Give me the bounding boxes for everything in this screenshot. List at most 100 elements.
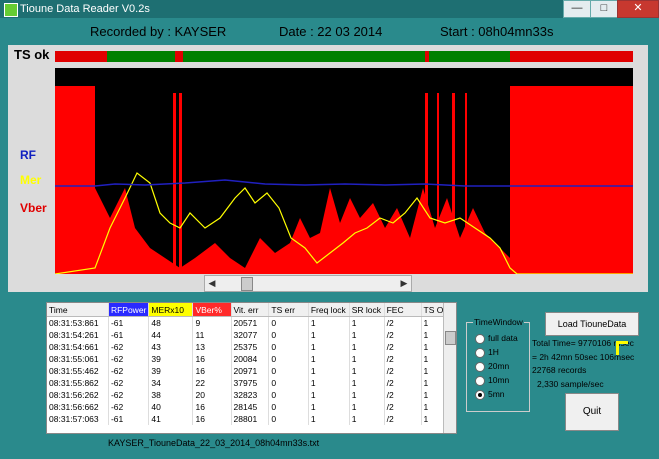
radio-label: 20mn [488,361,510,371]
table-row[interactable]: 08:31:56:262 -62 38 20 32823 0 1 1/2 1 [47,389,456,401]
table-row[interactable]: 08:31:55:061 -62 39 16 20084 0 1 1/2 1 [47,353,456,365]
radio-label: 1H [488,347,499,357]
table-cell: 0 [268,316,309,329]
table-cell: 1 [349,353,385,365]
ts-ok-label: TS ok [14,47,50,62]
table-row[interactable]: 08:31:53:861 -61 48 9 20571 0 1 1/2 1 [47,316,456,329]
time-window-group: TimeWindow full data 1H 20mn 10mn 5mn [466,317,530,412]
close-button[interactable]: ✕ [617,0,659,18]
table-cell: 16 [192,401,232,413]
column-header[interactable]: Vit. err [231,303,270,317]
table-cell: 0 [268,353,309,365]
column-header[interactable]: Time [47,303,109,317]
ts-bad-segment [175,51,183,62]
table-cell: 20 [192,389,232,401]
table-row[interactable]: 08:31:55:862 -62 34 22 37975 0 1 1/2 1 [47,377,456,389]
table-cell: 20971 [231,365,270,377]
column-header[interactable]: SR lock [349,303,385,317]
table-cell: /2 [384,353,422,365]
record-start: Start : 08h04mn33s [440,24,554,39]
radio-1h[interactable]: 1H [475,347,499,358]
column-header[interactable]: FEC [384,303,422,317]
column-header[interactable]: Freq lock [308,303,350,317]
table-cell: 25375 [231,341,270,353]
table-cell: 1 [308,389,350,401]
time-window-legend: TimeWindow [473,317,524,327]
table-row[interactable]: 08:31:55:462 -62 39 16 20971 0 1 1/2 1 [47,365,456,377]
radio-label: 5mn [488,389,505,399]
radio-20mn[interactable]: 20mn [475,361,509,372]
load-tioune-data-button[interactable]: Load TiouneData [545,312,639,336]
table-cell: 1 [349,365,385,377]
quit-button[interactable]: Quit [565,393,619,431]
graph-panel: TS ok RF Mer Vber ◀ ▶ [8,45,648,292]
table-cell: 0 [268,365,309,377]
radio-10mn[interactable]: 10mn [475,375,509,386]
scrollbar-thumb[interactable] [241,277,253,291]
table-cell: 1 [308,329,350,341]
table-cell: -62 [108,341,150,353]
table-cell: 08:31:56:662 [47,401,109,413]
table-cell: 0 [268,413,309,425]
rf-line [55,179,633,187]
sample-rate: 2,330 sample/sec [537,379,604,389]
table-cell: 41 [148,413,194,425]
duration: = 2h 42mn 50sec 106msec [532,352,635,362]
table-row[interactable]: 08:31:54:261 -61 44 11 32077 0 1 1/2 1 [47,329,456,341]
table-cell: 08:31:53:861 [47,316,109,329]
table-cell: 1 [349,377,385,389]
maximize-button[interactable]: □ [590,0,618,18]
table-cell: -62 [108,389,150,401]
ts-ok-segment [55,51,633,62]
table-cell: -61 [108,316,150,329]
table-cell: 1 [349,329,385,341]
table-cell: -62 [108,377,150,389]
table-cell: 28801 [231,413,270,425]
table-cell: /2 [384,413,422,425]
column-header[interactable]: VBer% [192,303,232,317]
table-cell: 1 [349,341,385,353]
table-cell: 32077 [231,329,270,341]
table-cell: -62 [108,401,150,413]
scroll-left-arrow-icon[interactable]: ◀ [208,278,216,288]
scroll-right-arrow-icon[interactable]: ▶ [400,278,408,288]
table-cell: 22 [192,377,232,389]
table-row[interactable]: 08:31:57:063 -61 41 16 28801 0 1 1/2 1 [47,413,456,425]
table-cell: /2 [384,377,422,389]
table-cell: 1 [349,316,385,329]
column-header[interactable]: TS err [268,303,309,317]
radio-label: full data [488,333,518,343]
table-cell: 1 [308,353,350,365]
table-cell: /2 [384,365,422,377]
table-cell: 1 [308,413,350,425]
ts-bad-segment [510,51,633,62]
data-table[interactable]: Time RFPower MERx10 VBer% Vit. err TS err Freq… [46,302,457,434]
table-row[interactable]: 08:31:56:662 -62 40 16 28145 0 1 1/2 1 [47,401,456,413]
radio-dot-icon [475,333,485,344]
minimize-button[interactable]: — [563,0,591,18]
table-cell: 37975 [231,377,270,389]
file-name: KAYSER_TiouneData_22_03_2014_08h04mn33s.… [108,438,320,448]
table-cell: 1 [308,365,350,377]
table-row[interactable]: 08:31:54:661 -62 43 13 25375 0 1 1/2 1 [47,341,456,353]
column-header[interactable]: MERx10 [148,303,194,317]
radio-5mn[interactable]: 5mn [475,389,505,400]
table-cell: 40 [148,401,194,413]
table-scrollbar[interactable] [443,303,456,433]
table-cell: 44 [148,329,194,341]
table-cell: 1 [349,413,385,425]
table-cell: 16 [192,365,232,377]
ts-status-bar [55,51,633,62]
table-cell: 34 [148,377,194,389]
table-cell: /2 [384,341,422,353]
table-cell: /2 [384,389,422,401]
graph-scrollbar[interactable]: ◀ ▶ [204,275,412,292]
table-cell: 0 [268,329,309,341]
table-cell: /2 [384,316,422,329]
table-cell: 0 [268,389,309,401]
table-cell: 0 [268,377,309,389]
radio-full-data[interactable]: full data [475,333,518,344]
table-scrollbar-thumb[interactable] [445,331,456,345]
column-header[interactable]: RFPower [108,303,150,317]
table-cell: 39 [148,353,194,365]
